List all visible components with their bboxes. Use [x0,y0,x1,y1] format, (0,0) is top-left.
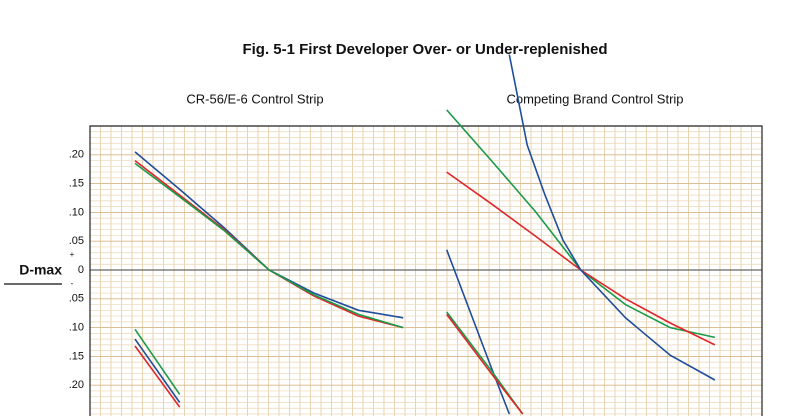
minus-sign: - [71,279,74,288]
y-tick-label: .10 [69,206,84,218]
chart-title: Fig. 5-1 First Developer Over- or Under-… [242,41,607,58]
y-tick-label: 0 [78,264,84,276]
y-tick-label: .05 [69,293,84,305]
y-tick-label: .20 [69,379,84,391]
plus-sign: + [70,250,75,259]
plot-frame [89,125,763,416]
data-line [446,313,524,415]
y-tick-label: .10 [69,322,84,334]
panel-subtitle: Competing Brand Control Strip [506,91,683,106]
data-line [445,249,511,415]
data-line [134,162,404,329]
data-line [134,338,181,403]
y-axis-label: D-max [19,262,62,278]
y-tick-label: .15 [69,350,84,362]
grid [89,125,763,416]
panel-subtitle: CR-56/E-6 Control Strip [186,91,323,106]
data-line [508,54,716,381]
y-tick-label: .15 [69,178,84,190]
data-line [134,328,181,395]
data-line [134,345,181,408]
y-tick-label: .05 [69,235,84,247]
y-tick-label: .20 [69,149,84,161]
